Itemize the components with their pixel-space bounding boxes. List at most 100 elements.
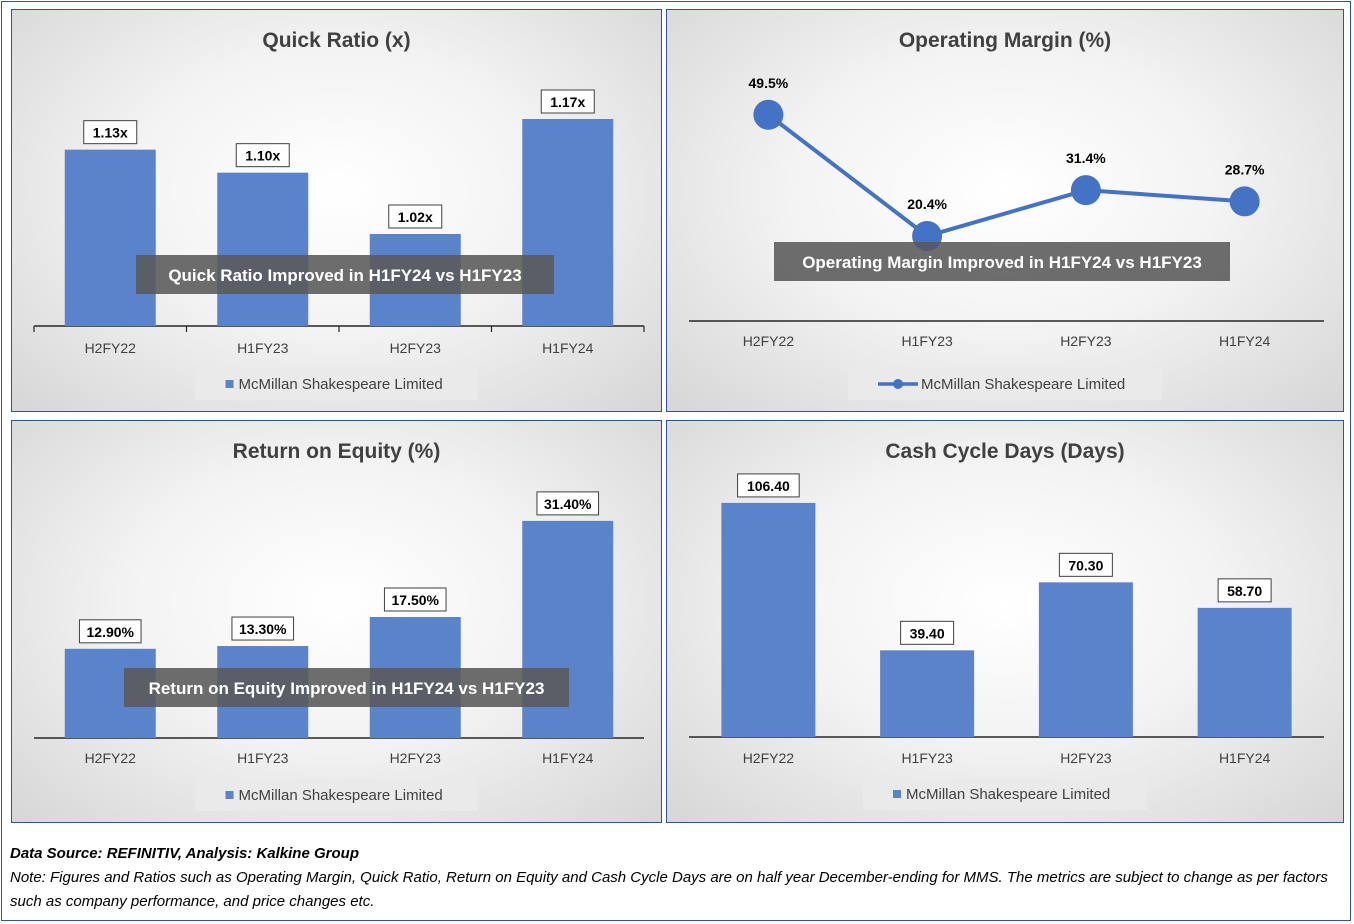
data-label: 1.13x bbox=[83, 120, 138, 145]
chart-title: Operating Margin (%) bbox=[899, 29, 1111, 52]
data-label-text: 39.40 bbox=[910, 625, 945, 641]
annotation-text: Quick Ratio Improved in H1FY24 vs H1FY23 bbox=[168, 266, 521, 285]
data-label: 31.40% bbox=[536, 491, 600, 516]
legend: McMillan Shakespeare Limited bbox=[195, 779, 478, 811]
legend-label: McMillan Shakespeare Limited bbox=[921, 376, 1125, 393]
data-label-text: 49.5% bbox=[749, 75, 789, 91]
chart-title: Return on Equity (%) bbox=[233, 440, 441, 463]
category-label: H2FY22 bbox=[743, 333, 795, 349]
category-label: H1FY23 bbox=[237, 750, 289, 766]
opm-chart-svg: Operating Margin (%) H2FY22 H1FY23 H2FY23 H1… bbox=[689, 29, 1324, 400]
category-label: H2FY22 bbox=[743, 750, 795, 766]
data-label-text: 1.02x bbox=[398, 209, 433, 225]
legend-marker bbox=[893, 790, 901, 798]
quick-ratio-panel: Quick Ratio (x) H2FY22 H1FY23 H2FY23 H1FY24 1… bbox=[11, 9, 662, 412]
data-label-text: 1.17x bbox=[550, 94, 585, 110]
data-label-text: 17.50% bbox=[392, 592, 440, 608]
data-label: 58.70 bbox=[1217, 578, 1272, 603]
annotation-banner: Return on Equity Improved in H1FY24 vs H… bbox=[124, 668, 569, 707]
data-label-box bbox=[388, 204, 443, 229]
legend: McMillan Shakespeare Limited bbox=[863, 778, 1147, 810]
bar-H1FY23 bbox=[217, 172, 309, 326]
category-label: H1FY23 bbox=[901, 333, 953, 349]
point-H2FY23 bbox=[1070, 175, 1101, 206]
data-label: 39.40 bbox=[900, 620, 955, 645]
data-label-text: 20.4% bbox=[907, 196, 947, 212]
series-line bbox=[767, 113, 1245, 239]
point-H1FY24 bbox=[1229, 186, 1260, 217]
category-label: H1FY24 bbox=[542, 340, 594, 356]
footer: Data Source: REFINITIV, Analysis: Kalkin… bbox=[10, 842, 1340, 914]
data-label-text: 58.70 bbox=[1227, 583, 1262, 599]
data-label-text: 70.30 bbox=[1068, 557, 1103, 573]
quick-chart-svg: Quick Ratio (x) H2FY22 H1FY23 H2FY23 H1FY24 1… bbox=[33, 29, 645, 400]
data-label-text: 12.90% bbox=[87, 624, 135, 640]
bar-H2FY22 bbox=[721, 502, 816, 737]
category-label: H2FY23 bbox=[1060, 333, 1112, 349]
data-label: 28.7% bbox=[1225, 161, 1265, 177]
category-label: H2FY22 bbox=[85, 340, 137, 356]
data-label-box bbox=[78, 619, 142, 644]
data-label-box bbox=[235, 143, 290, 168]
data-label-box bbox=[1058, 552, 1113, 577]
category-label: H1FY24 bbox=[1219, 333, 1271, 349]
legend-label: McMillan Shakespeare Limited bbox=[239, 376, 443, 393]
data-label-box bbox=[536, 491, 600, 516]
data-label: 12.90% bbox=[78, 619, 142, 644]
category-label: H1FY23 bbox=[237, 340, 289, 356]
legend: McMillan Shakespeare Limited bbox=[195, 368, 478, 400]
data-label-box bbox=[383, 587, 447, 612]
category-label: H1FY24 bbox=[542, 750, 594, 766]
data-label: 1.17x bbox=[540, 89, 595, 114]
legend-label: McMillan Shakespeare Limited bbox=[906, 786, 1110, 803]
annotation-banner: Operating Margin Improved in H1FY24 vs H… bbox=[774, 242, 1230, 281]
bar-H1FY23 bbox=[880, 650, 975, 737]
data-label: 1.10x bbox=[235, 143, 290, 168]
roe-chart-svg: Return on Equity (%) H2FY22 H1FY23 H2FY23 H1… bbox=[34, 440, 644, 811]
data-label: 20.4% bbox=[907, 196, 947, 212]
data-label-box bbox=[900, 620, 955, 645]
annotation-text: Operating Margin Improved in H1FY24 vs H… bbox=[802, 253, 1202, 272]
data-label-box bbox=[231, 616, 295, 641]
data-label-box bbox=[540, 89, 595, 114]
data-label-text: 13.30% bbox=[239, 621, 287, 637]
data-label: 31.4% bbox=[1066, 150, 1106, 166]
data-label-box bbox=[83, 120, 138, 145]
category-label: H2FY22 bbox=[85, 750, 137, 766]
chart-title: Cash Cycle Days (Days) bbox=[885, 440, 1124, 463]
data-label: 70.30 bbox=[1058, 552, 1113, 577]
annotation-text: Return on Equity Improved in H1FY24 vs H… bbox=[149, 679, 545, 698]
cash-cycle-days-panel: Cash Cycle Days (Days) H2FY22 H1FY23 H2FY23… bbox=[666, 420, 1344, 823]
category-label: H2FY23 bbox=[1060, 750, 1112, 766]
annotation-banner: Quick Ratio Improved in H1FY24 vs H1FY23 bbox=[136, 255, 554, 294]
point-H2FY22 bbox=[753, 99, 784, 130]
bar-H1FY24 bbox=[522, 119, 614, 326]
operating-margin-panel: Operating Margin (%) H2FY22 H1FY23 H2FY23 H1… bbox=[666, 9, 1344, 412]
data-label-text: 1.13x bbox=[93, 125, 128, 141]
return-on-equity-panel: Return on Equity (%) H2FY22 H1FY23 H2FY23 H1… bbox=[11, 420, 662, 823]
data-label-box bbox=[737, 473, 800, 498]
data-label-text: 1.10x bbox=[245, 148, 280, 164]
data-label: 17.50% bbox=[383, 587, 447, 612]
data-label-text: 31.40% bbox=[544, 496, 592, 512]
category-label: H2FY23 bbox=[390, 340, 442, 356]
data-source: Data Source: REFINITIV, Analysis: Kalkin… bbox=[10, 845, 359, 862]
legend-marker bbox=[893, 379, 903, 389]
data-label: 106.40 bbox=[737, 473, 800, 498]
legend: McMillan Shakespeare Limited bbox=[848, 368, 1162, 400]
legend-marker bbox=[225, 791, 234, 799]
data-label-text: 31.4% bbox=[1066, 150, 1106, 166]
data-label-text: 28.7% bbox=[1225, 161, 1265, 177]
legend-marker bbox=[225, 380, 234, 388]
category-label: H1FY24 bbox=[1219, 750, 1271, 766]
data-label: 49.5% bbox=[749, 75, 789, 91]
data-label: 1.02x bbox=[388, 204, 443, 229]
bar-H2FY22 bbox=[64, 149, 156, 326]
note: Note: Figures and Ratios such as Operati… bbox=[10, 869, 1328, 910]
chart-title: Quick Ratio (x) bbox=[262, 29, 410, 52]
bar-H2FY23 bbox=[1038, 582, 1133, 737]
legend-label: McMillan Shakespeare Limited bbox=[239, 787, 443, 804]
data-label-box bbox=[1217, 578, 1272, 603]
category-label: H1FY23 bbox=[901, 750, 953, 766]
